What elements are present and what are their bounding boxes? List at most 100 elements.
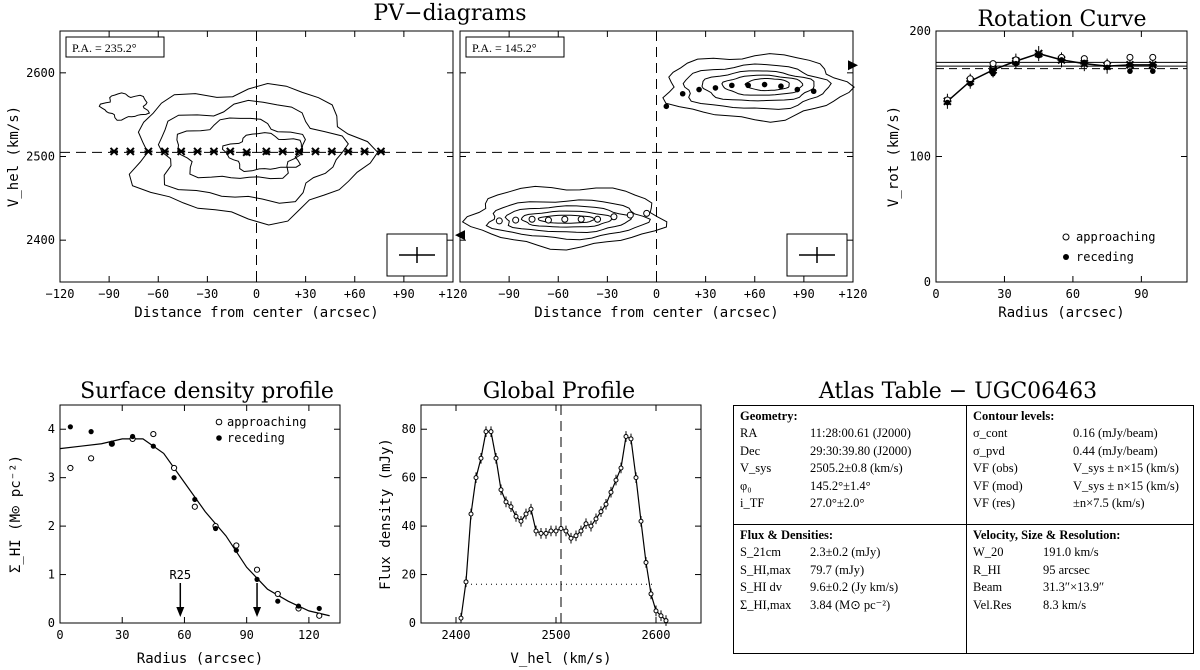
gp-title: Global Profile xyxy=(483,379,635,404)
receding-point xyxy=(150,443,156,449)
pv-point-receding xyxy=(126,147,135,156)
receding-point xyxy=(109,441,115,447)
flux-point xyxy=(538,530,544,536)
atlas-geometry-row: i_TF 27.0°±2.0° xyxy=(740,495,960,513)
flux-point xyxy=(588,523,594,529)
x-tick-label: 0 xyxy=(253,287,260,301)
flux-point xyxy=(648,591,654,597)
atlas-key: Vel.Res xyxy=(973,597,1012,612)
contour xyxy=(520,210,613,228)
x-tick-label: 30 xyxy=(997,287,1011,301)
legend-receding-label: receding xyxy=(227,431,285,445)
atlas-value: 0.16 (mJy/beam) xyxy=(1073,426,1158,441)
x-tick-label: +120 xyxy=(439,287,468,301)
flux-point xyxy=(483,429,489,435)
pv-point-approaching xyxy=(577,215,585,223)
pv-point-approaching xyxy=(528,215,536,223)
contour xyxy=(485,199,651,241)
flux-point xyxy=(523,511,529,517)
x-axis-label: Distance from center (arcsec) xyxy=(534,305,778,321)
atlas-velocity-header: Velocity, Size & Resolution: xyxy=(973,528,1121,542)
pv-point-approaching xyxy=(594,215,602,223)
pv-point-receding xyxy=(810,88,817,95)
atlas-key: Σ_HI,max xyxy=(740,597,792,612)
pv-point-approaching xyxy=(512,216,520,224)
rotation-curve-chart: 0 30 60 90 0 100 200 approaching receding Radius … xyxy=(886,24,1188,321)
approaching-point xyxy=(316,612,323,619)
flux-point xyxy=(598,509,604,515)
contour xyxy=(682,63,832,110)
flux-point xyxy=(578,528,584,534)
flux-point xyxy=(493,455,499,461)
legend-approaching-marker xyxy=(215,418,223,426)
x-axis-label: Radius (arcsec) xyxy=(998,305,1124,321)
pv-point-receding xyxy=(794,86,801,93)
pv-point-approaching xyxy=(626,211,634,219)
receding-point xyxy=(1013,60,1019,67)
atlas-flux-row: Σ_HI,max 3.84 (M⊙ pc⁻²) xyxy=(740,597,960,615)
y-tick-label: 200 xyxy=(909,24,931,38)
approaching-point xyxy=(1149,53,1157,61)
atlas-contours-row: σ_pvd 0.44 (mJy/beam) xyxy=(973,443,1189,461)
contour xyxy=(701,70,815,102)
approaching-point xyxy=(1126,53,1134,61)
atlas-key: σ_pvd xyxy=(973,443,1005,458)
flux-point xyxy=(653,608,659,614)
atlas-geometry: Geometry: RA 11:28:00.61 (J2000) Dec 29:30:… xyxy=(734,406,966,516)
receding-arrow xyxy=(848,60,858,71)
y-tick-label: 1 xyxy=(48,568,55,582)
x-tick-label: 90 xyxy=(239,628,253,642)
y-tick-label: 0 xyxy=(48,616,55,630)
atlas-value: 29:30:39.80 (J2000) xyxy=(810,443,912,458)
x-tick-label: −120 xyxy=(46,287,75,301)
flux-point xyxy=(563,528,569,534)
atlas-contours: Contour levels: σ_cont 0.16 (mJy/beam) σ_p… xyxy=(967,406,1195,516)
atlas-value: 2.3±0.2 (mJy) xyxy=(810,545,881,560)
pv-point-receding xyxy=(360,147,369,156)
contour xyxy=(537,214,596,224)
atlas-velocity-row: Beam 31.3″×13.9″ xyxy=(973,579,1189,597)
atlas-vertical-divider xyxy=(966,406,967,653)
y-tick-label: 0 xyxy=(924,275,931,289)
receding-point xyxy=(1081,59,1088,66)
atlas-key: VF (res) xyxy=(973,496,1016,511)
receding-point xyxy=(192,496,198,503)
receding-point xyxy=(1149,68,1156,74)
rc-title: Rotation Curve xyxy=(977,7,1146,32)
atlas-value: 3.84 (M⊙ pc⁻²) xyxy=(810,598,891,613)
atlas-flux-header: Flux & Densities: xyxy=(740,528,834,542)
receding-point xyxy=(212,525,219,532)
approaching-point xyxy=(966,75,974,83)
atlas-value: 8.3 km/s xyxy=(1043,597,1087,612)
radius-marker-arrowhead xyxy=(176,607,185,617)
y-tick-label: 4 xyxy=(48,422,55,436)
x-tick-label: 0 xyxy=(56,628,63,642)
contour xyxy=(744,78,790,92)
atlas-key: R_HI xyxy=(973,562,1001,577)
pv-point-receding xyxy=(712,85,719,91)
flux-point xyxy=(608,489,614,495)
approaching-point xyxy=(253,566,261,573)
pv-point-approaching xyxy=(263,149,269,155)
pv-diagram-2: −90 −60 −30 0 +30 +60 +90 +120 P.A. = 145.2° Dist… xyxy=(455,30,868,321)
receding-point xyxy=(316,605,322,612)
x-tick-label: 2600 xyxy=(642,628,671,642)
receding-point xyxy=(171,475,177,481)
flux-point xyxy=(628,436,634,442)
atlas-key: Dec xyxy=(740,443,761,458)
atlas-geometry-row: RA 11:28:00.61 (J2000) xyxy=(740,425,960,443)
pv-point-receding xyxy=(761,81,768,88)
x-tick-label: +120 xyxy=(839,287,868,301)
pa-label: P.A. = 235.2° xyxy=(72,41,137,55)
x-tick-label: −60 xyxy=(547,287,569,301)
approaching-point xyxy=(989,60,997,68)
pv-point-approaching xyxy=(495,217,503,225)
receding-point xyxy=(1035,52,1042,58)
pv-point-approaching xyxy=(610,213,618,221)
contour xyxy=(157,99,349,204)
pv-point-receding xyxy=(109,147,119,156)
atlas-value: V_sys ± n×15 (km/s) xyxy=(1073,461,1179,476)
atlas-velocity-row: W_20 191.0 km/s xyxy=(973,544,1189,562)
flux-point xyxy=(558,526,564,532)
receding-point xyxy=(990,70,996,77)
